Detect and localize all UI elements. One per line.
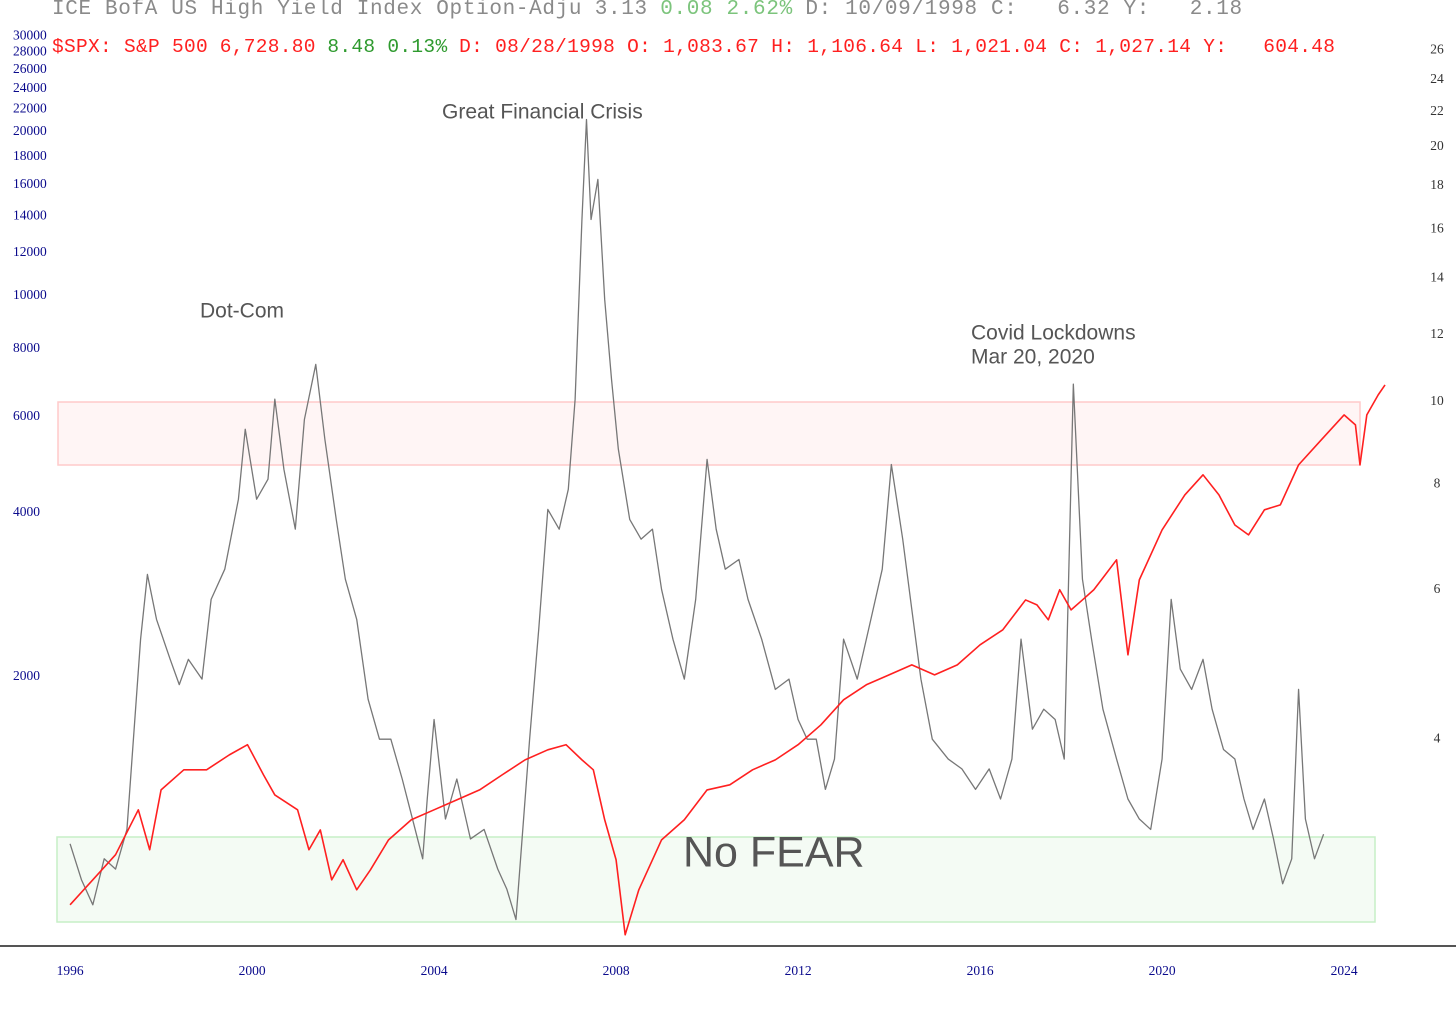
quote-text: 3.13 — [594, 0, 648, 21]
y-tick-label: 18000 — [13, 148, 47, 163]
x-tick-label: 2020 — [1149, 963, 1176, 978]
y-tick-label: 6000 — [13, 408, 40, 423]
y-tick-label: 4000 — [13, 504, 40, 519]
x-tick-label: 2016 — [967, 963, 994, 978]
y2-tick-label: 26 — [1430, 42, 1444, 57]
quote-text: 8.48 0.13% — [327, 36, 448, 58]
resistance-band — [57, 401, 1361, 466]
y-tick-label: 2000 — [13, 668, 40, 683]
x-tick-label: 2000 — [239, 963, 266, 978]
x-tick-label: 2012 — [785, 963, 812, 978]
annotation: Great Financial Crisis — [442, 101, 643, 124]
x-tick-label: 2008 — [603, 963, 630, 978]
quote-text: ICE BofA US High Yield Index Option-Adju — [52, 0, 583, 21]
y2-tick-label: 12 — [1430, 326, 1444, 341]
quote-text: D: 08/28/1998 O: 1,083.67 H: 1,106.64 L:… — [459, 36, 1336, 58]
annotation: No FEAR — [683, 828, 865, 876]
plot — [69, 118, 1386, 936]
y2-tick-label: 16 — [1430, 220, 1444, 235]
x-tick-label: 2004 — [421, 963, 448, 978]
quote-text: 0.08 2.62% — [660, 0, 793, 21]
series-line — [69, 384, 1386, 936]
y-tick-label: 22000 — [13, 101, 47, 116]
y-tick-label: 16000 — [13, 176, 47, 191]
no-fear-band — [56, 836, 1376, 923]
y-tick-label: 20000 — [13, 123, 47, 138]
y-tick-label: 30000 — [13, 27, 47, 42]
y2-tick-label: 6 — [1434, 581, 1441, 596]
x-tick-label: 2024 — [1331, 963, 1358, 978]
y-tick-label: 8000 — [13, 340, 40, 355]
y-tick-label: 26000 — [13, 61, 47, 76]
annotation: Covid Lockdowns — [971, 322, 1136, 345]
quote-text: $SPX: S&P 500 — [52, 36, 209, 58]
y2-tick-label: 24 — [1430, 71, 1444, 86]
y2-tick-label: 18 — [1430, 177, 1444, 192]
quote-text: 6,728.80 — [219, 36, 316, 58]
annotation: Mar 20, 2020 — [971, 346, 1095, 369]
y-tick-label: 28000 — [13, 44, 47, 59]
y2-tick-label: 20 — [1430, 138, 1444, 153]
y2-tick-label: 14 — [1430, 269, 1444, 284]
y2-tick-label: 22 — [1430, 103, 1444, 118]
y2-tick-label: 8 — [1434, 475, 1441, 490]
y2-tick-label: 4 — [1434, 730, 1441, 745]
series-line — [69, 118, 1325, 921]
y2-tick-label: 10 — [1430, 393, 1444, 408]
y-tick-label: 24000 — [13, 80, 47, 95]
quote-line: ICE BofA US High Yield Index Option-Adju… — [52, 0, 1243, 21]
y-tick-label: 10000 — [13, 287, 47, 302]
y-tick-label: 12000 — [13, 244, 47, 259]
quote-line: $SPX: S&P 500 6,728.80 8.48 0.13% D: 08/28/… — [52, 36, 1335, 58]
quote-text: D: 10/09/1998 C: 6.32 Y: 2.18 — [805, 0, 1243, 21]
y-tick-label: 14000 — [13, 208, 47, 223]
annotation: Dot-Com — [200, 300, 284, 323]
x-tick-label: 1996 — [57, 963, 84, 978]
